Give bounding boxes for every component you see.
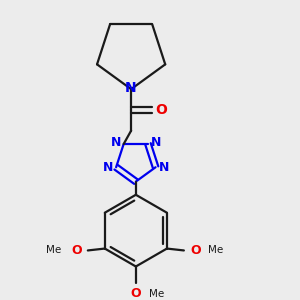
Text: O: O: [130, 287, 141, 300]
Text: N: N: [124, 81, 136, 95]
Text: N: N: [150, 136, 161, 148]
Text: N: N: [159, 161, 169, 174]
Text: N: N: [111, 136, 121, 148]
Text: Me: Me: [208, 245, 224, 255]
Text: Me: Me: [46, 245, 62, 255]
Text: Me: Me: [149, 289, 164, 299]
Text: O: O: [155, 103, 167, 117]
Text: N: N: [102, 161, 113, 174]
Text: O: O: [190, 244, 200, 257]
Text: O: O: [71, 244, 82, 257]
